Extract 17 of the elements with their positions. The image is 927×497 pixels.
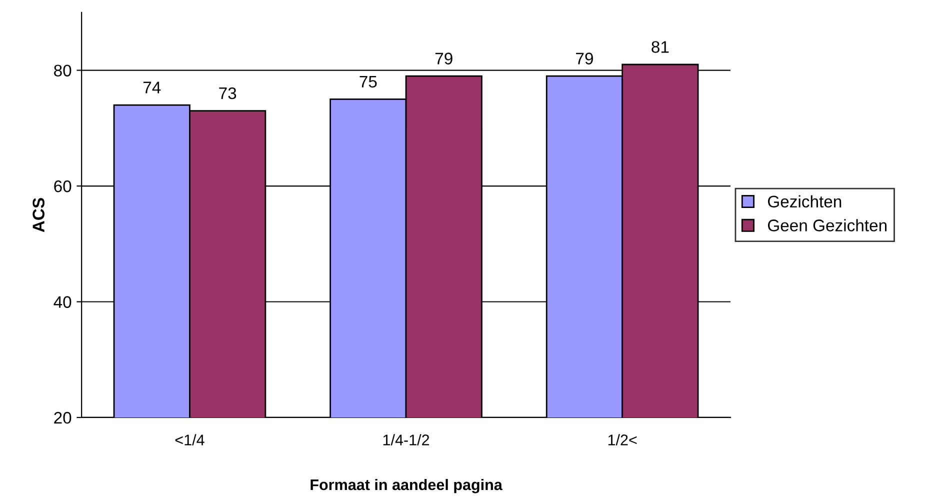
x-tick-label: <1/4 [175, 434, 204, 446]
data-label: 81 [652, 41, 669, 53]
y-axis-title: ACS [32, 198, 44, 232]
data-label: 79 [576, 52, 593, 64]
legend-label: Gezichten [768, 195, 842, 208]
x-tick-label: 1/4-1/2 [383, 434, 430, 446]
legend-label: Geen Gezichten [768, 219, 887, 232]
y-tick-label: 20 [54, 412, 72, 424]
data-label: 75 [360, 76, 377, 88]
y-tick-label: 80 [54, 64, 72, 76]
x-axis-title: Formaat in aandeel pagina [310, 478, 502, 494]
data-label: 73 [219, 87, 236, 100]
y-tick-label: 60 [54, 180, 72, 192]
x-tick-label: 1/2< [608, 434, 637, 446]
data-label: 74 [143, 82, 161, 94]
y-tick-label: 40 [54, 296, 72, 308]
data-label: 79 [435, 52, 452, 64]
